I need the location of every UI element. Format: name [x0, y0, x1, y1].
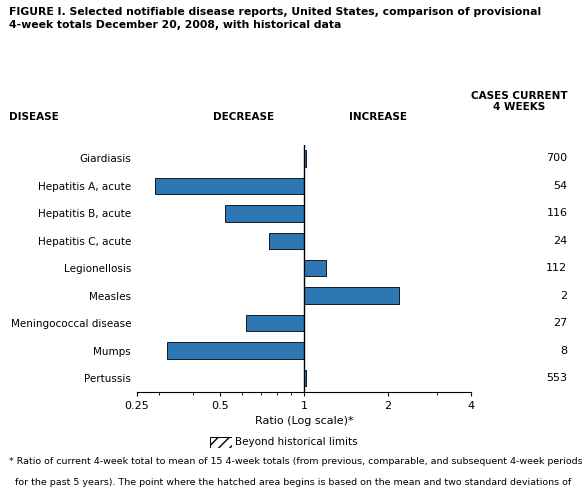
- X-axis label: Ratio (Log scale)*: Ratio (Log scale)*: [255, 416, 353, 426]
- Text: CASES CURRENT
4 WEEKS: CASES CURRENT 4 WEEKS: [471, 91, 567, 112]
- Text: 112: 112: [546, 263, 567, 273]
- Text: INCREASE: INCREASE: [349, 112, 407, 122]
- Text: FIGURE I. Selected notifiable disease reports, United States, comparison of prov: FIGURE I. Selected notifiable disease re…: [9, 7, 541, 30]
- Text: 27: 27: [553, 318, 567, 328]
- Text: 24: 24: [553, 236, 567, 246]
- Text: 116: 116: [546, 208, 567, 219]
- Text: 54: 54: [553, 181, 567, 191]
- Bar: [166, 342, 304, 359]
- Text: Beyond historical limits: Beyond historical limits: [235, 437, 358, 447]
- Bar: [304, 287, 399, 304]
- Text: * Ratio of current 4-week total to mean of 15 4-week totals (from previous, comp: * Ratio of current 4-week total to mean …: [9, 457, 582, 466]
- Text: DECREASE: DECREASE: [213, 112, 275, 122]
- Text: 700: 700: [546, 153, 567, 164]
- Text: 553: 553: [546, 373, 567, 383]
- Bar: [304, 260, 326, 276]
- Bar: [225, 205, 304, 222]
- Bar: [269, 233, 304, 249]
- Text: DISEASE: DISEASE: [9, 112, 58, 122]
- Text: 8: 8: [560, 345, 567, 356]
- Text: for the past 5 years). The point where the hatched area begins is based on the m: for the past 5 years). The point where t…: [9, 478, 571, 487]
- Bar: [246, 315, 304, 331]
- Bar: [155, 178, 304, 194]
- Bar: [304, 370, 307, 386]
- Text: 2: 2: [560, 290, 567, 301]
- Bar: [304, 150, 307, 167]
